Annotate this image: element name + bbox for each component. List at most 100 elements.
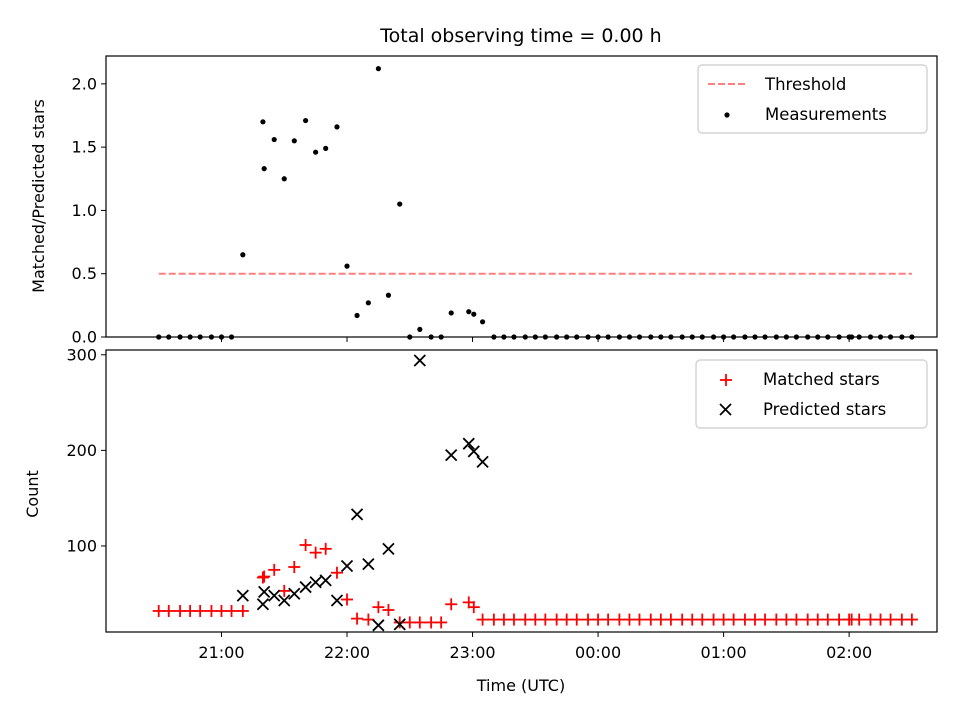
bottom-y-tick-label: 200 bbox=[66, 441, 97, 460]
x-tick-label: 00:00 bbox=[575, 643, 621, 662]
matched-star-point bbox=[487, 613, 500, 626]
legend-threshold-label: Threshold bbox=[764, 75, 846, 94]
x-tick-label: 23:00 bbox=[449, 643, 495, 662]
chart-title: Total observing time = 0.00 h bbox=[379, 25, 661, 47]
top-legend: Threshold Measurements bbox=[697, 64, 928, 134]
measurement-point bbox=[323, 145, 329, 152]
top-y-tick-label: 1.0 bbox=[72, 201, 97, 220]
bottom-legend-box bbox=[695, 359, 928, 429]
matched-star-point bbox=[258, 570, 271, 583]
matched-star-point bbox=[497, 613, 510, 626]
matched-star-point bbox=[550, 613, 563, 626]
predicted-star-point bbox=[372, 619, 385, 632]
matched-star-point bbox=[738, 613, 751, 626]
measurement-point bbox=[313, 149, 319, 155]
top-y-axis-label: Matched/Predicted stars bbox=[29, 99, 48, 293]
predicted-star-point bbox=[309, 576, 322, 589]
matched-star-point bbox=[288, 560, 301, 573]
matched-star-point bbox=[319, 542, 332, 555]
ratio-panel: Total observing time = 0.00 h Matched/Pr… bbox=[29, 25, 938, 347]
count-panel: Count Time (UTC) 100 200 300 21:00 22:00 23:… bbox=[23, 345, 938, 695]
measurement-point bbox=[334, 124, 340, 130]
matched-star-point bbox=[152, 604, 165, 617]
predicted-star-point bbox=[288, 587, 301, 600]
top-y-tick-label: 0.0 bbox=[72, 328, 97, 347]
matched-star-point bbox=[519, 613, 532, 626]
count-marks bbox=[152, 354, 918, 632]
matched-star-point bbox=[205, 604, 218, 617]
matched-star-point bbox=[570, 613, 583, 626]
predicted-star-point bbox=[256, 598, 270, 611]
matched-star-point bbox=[362, 613, 375, 626]
measurement-point bbox=[260, 119, 266, 125]
measurement-point bbox=[375, 66, 381, 72]
measurement-point bbox=[281, 176, 287, 182]
matched-star-point bbox=[623, 613, 636, 626]
matched-star-point bbox=[162, 604, 175, 617]
predicted-star-point bbox=[467, 445, 480, 458]
matched-star-point bbox=[853, 613, 866, 626]
matched-star-point bbox=[613, 613, 626, 626]
measurement-point bbox=[240, 252, 246, 258]
matched-star-point bbox=[864, 613, 877, 626]
measurement-point bbox=[385, 292, 392, 298]
matched-star-point bbox=[256, 571, 269, 584]
top-y-tick-label: 1.5 bbox=[72, 138, 97, 157]
measurement-point bbox=[471, 311, 477, 317]
predicted-star-point bbox=[445, 449, 458, 462]
matched-star-point bbox=[759, 613, 772, 626]
matched-star-point bbox=[403, 616, 416, 629]
matched-star-point bbox=[225, 604, 238, 617]
matched-star-point bbox=[811, 613, 824, 626]
predicted-star-point bbox=[236, 589, 249, 602]
matched-star-point bbox=[351, 612, 364, 625]
matched-star-point bbox=[476, 613, 489, 626]
matched-star-point bbox=[529, 613, 542, 626]
measurement-point bbox=[466, 309, 472, 315]
predicted-star-point bbox=[330, 594, 344, 607]
matched-star-point bbox=[905, 613, 918, 626]
matched-star-point bbox=[425, 616, 438, 629]
matched-star-point bbox=[833, 613, 846, 626]
top-y-ticks: 0.0 0.5 1.0 1.5 2.0 bbox=[72, 74, 106, 347]
matched-star-point bbox=[633, 613, 646, 626]
predicted-star-point bbox=[362, 557, 375, 571]
measurement-point bbox=[365, 300, 371, 306]
predicted-star-point bbox=[268, 589, 281, 602]
matched-star-point bbox=[707, 613, 720, 626]
matched-star-point bbox=[435, 616, 448, 629]
matched-star-point bbox=[780, 613, 793, 626]
matched-star-point bbox=[686, 613, 699, 626]
predicted-star-point bbox=[319, 574, 332, 587]
measurement-point bbox=[479, 319, 486, 325]
predicted-star-point bbox=[462, 437, 475, 450]
matched-star-point bbox=[268, 563, 281, 576]
x-tick-label: 01:00 bbox=[701, 643, 747, 662]
matched-star-point bbox=[676, 613, 689, 626]
legend-matched-label: Matched stars bbox=[763, 370, 880, 389]
measurement-point bbox=[261, 166, 267, 172]
matched-star-point bbox=[654, 613, 667, 626]
matched-star-point bbox=[874, 613, 887, 626]
matched-star-point bbox=[413, 616, 426, 629]
bottom-y-ticks: 100 200 300 bbox=[66, 345, 106, 555]
matched-star-point bbox=[236, 604, 249, 617]
matched-star-point bbox=[174, 604, 187, 617]
matched-star-point bbox=[215, 604, 228, 617]
matched-star-point bbox=[467, 601, 480, 614]
legend-matched-swatch bbox=[720, 374, 732, 386]
matched-star-point bbox=[727, 613, 740, 626]
matched-star-point bbox=[790, 613, 803, 626]
top-y-tick-label: 0.5 bbox=[72, 264, 97, 283]
matched-star-point bbox=[895, 613, 908, 626]
legend-predicted-swatch bbox=[719, 403, 732, 416]
matched-star-point bbox=[445, 598, 458, 611]
bottom-x-ticks: 21:00 22:00 23:00 00:00 01:00 02:00 bbox=[198, 632, 872, 662]
matched-star-point bbox=[592, 613, 605, 626]
matched-star-point bbox=[382, 604, 395, 617]
predicted-star-point bbox=[340, 559, 354, 573]
matched-star-point bbox=[299, 539, 312, 552]
matched-star-point bbox=[341, 593, 354, 606]
x-tick-label: 02:00 bbox=[826, 643, 872, 662]
